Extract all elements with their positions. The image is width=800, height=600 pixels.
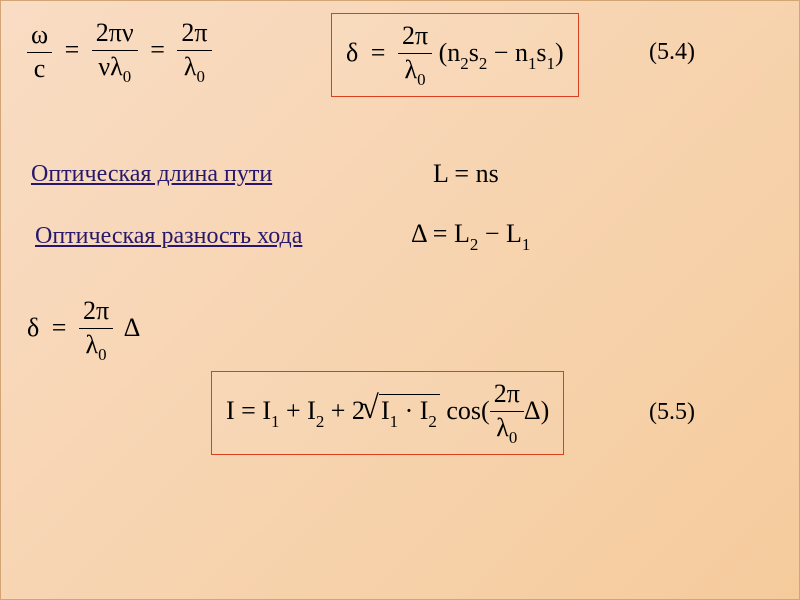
- label1-text: Оптическая длина пути: [31, 161, 272, 187]
- eq1-mid-den: νλ0: [92, 51, 138, 86]
- equation-delta-boxed: δ = 2π λ0 (n2s2 − n1s1): [331, 13, 579, 97]
- eq2-open: (: [439, 38, 448, 67]
- label-optical-path-length: Оптическая длина пути: [31, 161, 272, 188]
- optical-path-length-formula: L = ns: [433, 159, 499, 189]
- eq1-lhs-den: c: [27, 53, 52, 84]
- optical-path-difference-formula: Δ = L2 − L1: [411, 219, 530, 253]
- equation-omega-over-c: ω c = 2πν νλ0 = 2π λ0: [27, 19, 212, 85]
- eq1-lhs-num: ω: [27, 21, 52, 53]
- equation-number-5-4: (5.4): [649, 39, 695, 66]
- equation-delta-short: δ = 2π λ0 Δ: [27, 297, 140, 363]
- eq1-rhs-num: 2π: [177, 19, 211, 51]
- eq1-rhs-den: λ0: [177, 51, 211, 86]
- eq2-frac-den: λ0: [398, 54, 432, 89]
- eq2-lhs: δ: [346, 38, 358, 67]
- eq2-close: ): [555, 38, 564, 67]
- eq3-delta: Δ: [120, 313, 141, 342]
- equation-intensity-boxed: I = I1 + I2 + 2I1 · I2 cos(2πλ0Δ): [211, 371, 564, 455]
- equation-number-5-5: (5.5): [649, 399, 695, 426]
- equals-sign: =: [144, 35, 171, 64]
- eq1-mid-num: 2πν: [92, 19, 138, 51]
- eq3-lhs: δ: [27, 313, 39, 342]
- eq2-frac-num: 2π: [398, 22, 432, 54]
- equals-sign: =: [46, 313, 73, 342]
- eq3-frac-den: λ0: [79, 329, 113, 364]
- label2-text: Оптическая разность хода: [35, 223, 302, 249]
- equals-sign: =: [59, 35, 86, 64]
- equals-sign: =: [365, 38, 392, 67]
- eq3-frac-num: 2π: [79, 297, 113, 329]
- label-optical-path-difference: Оптическая разность хода: [35, 223, 302, 250]
